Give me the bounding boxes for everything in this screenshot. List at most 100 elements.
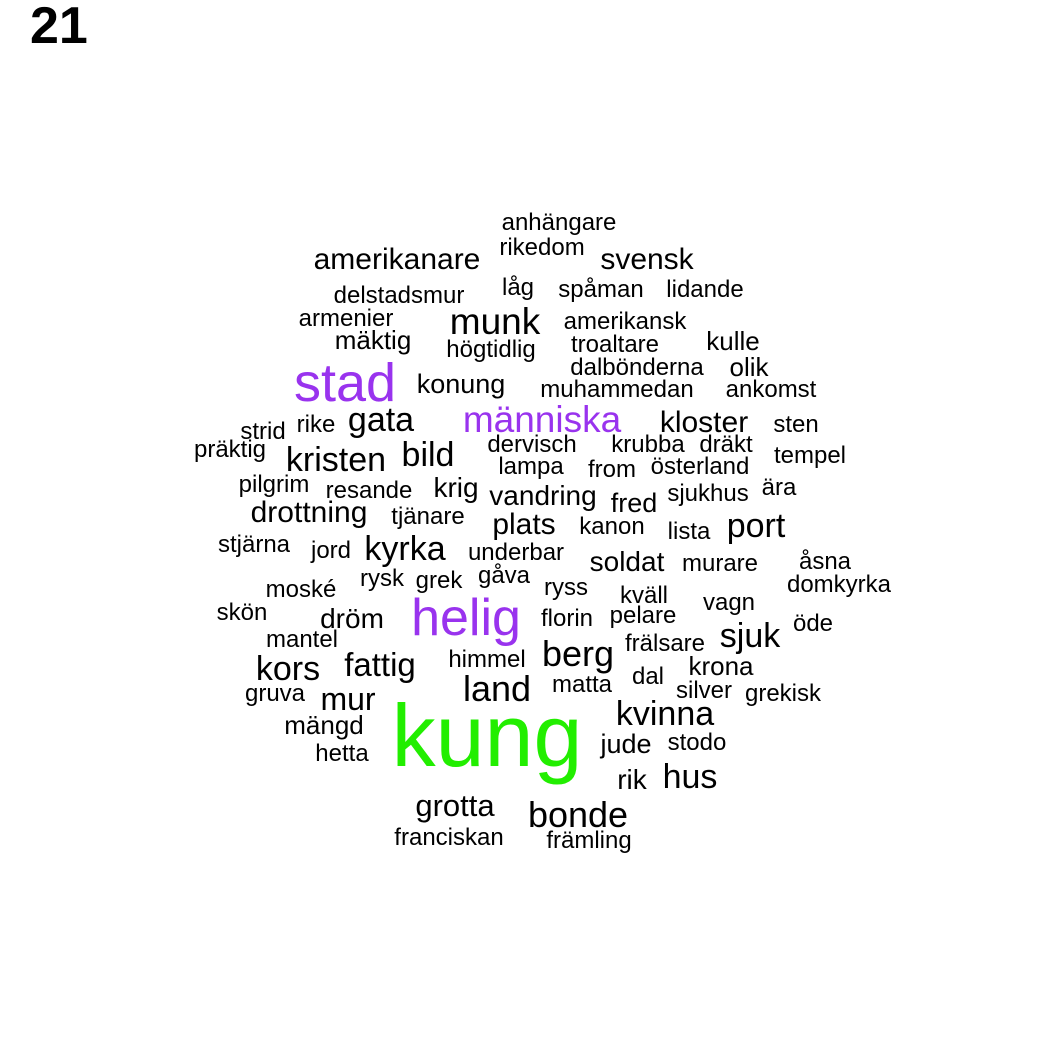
word-23: ankomst xyxy=(725,376,817,403)
word-82: matta xyxy=(551,671,613,698)
word-25: rike xyxy=(296,411,336,438)
word-11: delstadsmur xyxy=(333,282,465,309)
word-69: pelare xyxy=(609,602,677,629)
word-15: mäktig xyxy=(334,325,412,355)
word-2: helig xyxy=(411,589,521,647)
word-85: grekisk xyxy=(744,680,822,707)
word-6: amerikanare xyxy=(313,243,481,276)
word-52: stjärna xyxy=(217,531,291,558)
word-38: österland xyxy=(650,453,750,480)
word-97: främling xyxy=(546,827,632,854)
word-32: dervisch xyxy=(487,431,577,458)
word-61: grek xyxy=(415,567,463,594)
word-30: kristen xyxy=(285,441,387,479)
word-34: dräkt xyxy=(699,431,753,458)
word-43: fred xyxy=(610,488,658,518)
word-4: anhängare xyxy=(501,209,617,236)
word-72: öde xyxy=(792,610,834,637)
word-55: underbar xyxy=(467,539,565,566)
word-1: stad xyxy=(293,353,397,413)
word-35: tempel xyxy=(773,442,847,469)
word-12: armenier xyxy=(298,305,394,332)
word-79: krona xyxy=(688,651,754,681)
word-75: kors xyxy=(255,650,321,688)
word-59: moské xyxy=(265,576,337,603)
word-10: lidande xyxy=(666,276,744,303)
word-56: soldat xyxy=(589,546,665,577)
word-0: kung xyxy=(391,686,583,785)
word-73: mantel xyxy=(265,626,339,653)
word-46: drottning xyxy=(250,496,368,529)
word-89: hetta xyxy=(315,740,369,767)
word-71: sjuk xyxy=(719,617,781,655)
word-67: dröm xyxy=(320,603,384,634)
word-16: högtidlig xyxy=(446,336,536,363)
word-80: gruva xyxy=(244,680,306,707)
word-94: grotta xyxy=(415,788,495,823)
word-74: frälsare xyxy=(624,630,706,657)
word-87: mängd xyxy=(284,710,364,740)
word-63: ryss xyxy=(544,574,588,601)
word-40: resande xyxy=(325,477,413,504)
word-86: mur xyxy=(320,681,376,717)
word-68: florin xyxy=(540,605,594,632)
word-76: fattig xyxy=(344,646,416,683)
word-44: sjukhus xyxy=(667,480,749,507)
word-57: murare xyxy=(681,550,759,577)
page-number: 21 xyxy=(30,0,88,55)
word-41: krig xyxy=(433,472,479,503)
word-42: vandring xyxy=(489,480,597,511)
word-7: svensk xyxy=(600,243,694,276)
word-9: spåman xyxy=(558,276,644,303)
word-36: lampa xyxy=(498,453,564,480)
word-84: silver xyxy=(675,677,733,704)
word-51: port xyxy=(726,507,786,545)
word-62: gåva xyxy=(477,562,531,589)
word-91: stodo xyxy=(667,729,727,756)
word-20: olik xyxy=(729,352,769,382)
word-26: gata xyxy=(347,401,415,439)
word-78: berg xyxy=(541,633,615,674)
word-58: åsna xyxy=(798,548,852,575)
word-53: jord xyxy=(310,537,352,564)
word-37: from xyxy=(588,456,636,483)
word-77: himmel xyxy=(448,646,526,673)
word-33: krubba xyxy=(611,431,685,458)
word-93: hus xyxy=(662,758,718,796)
word-54: kyrka xyxy=(364,530,446,568)
word-5: rikedom xyxy=(499,234,585,261)
word-50: lista xyxy=(667,518,711,545)
word-60: rysk xyxy=(360,565,404,592)
word-90: jude xyxy=(600,729,652,759)
word-22: muhammedan xyxy=(540,376,694,403)
word-21: konung xyxy=(416,369,506,399)
word-27: kloster xyxy=(659,406,749,439)
word-29: präktig xyxy=(193,436,267,463)
word-17: troaltare xyxy=(570,331,660,358)
word-66: skön xyxy=(216,599,268,626)
word-18: kulle xyxy=(706,326,760,356)
word-39: pilgrim xyxy=(238,471,310,498)
word-96: franciskan xyxy=(394,824,504,851)
word-24: strid xyxy=(240,418,286,445)
word-47: tjänare xyxy=(391,503,465,530)
word-8: låg xyxy=(501,274,535,301)
word-31: bild xyxy=(401,436,455,474)
word-83: dal xyxy=(631,663,665,690)
word-28: sten xyxy=(773,411,819,438)
word-65: domkyrka xyxy=(786,571,892,598)
word-48: plats xyxy=(492,508,556,541)
word-49: kanon xyxy=(579,513,645,540)
word-64: kväll xyxy=(619,582,669,609)
word-95: bonde xyxy=(527,794,629,835)
word-92: rik xyxy=(617,764,647,795)
word-3: människa xyxy=(462,399,622,440)
word-88: kvinna xyxy=(615,695,715,733)
word-19: dalbönderna xyxy=(570,354,704,381)
word-70: vagn xyxy=(702,589,756,616)
word-81: land xyxy=(462,668,532,709)
word-45: ära xyxy=(761,474,797,501)
word-13: munk xyxy=(449,301,541,342)
word-14: amerikansk xyxy=(563,308,687,335)
